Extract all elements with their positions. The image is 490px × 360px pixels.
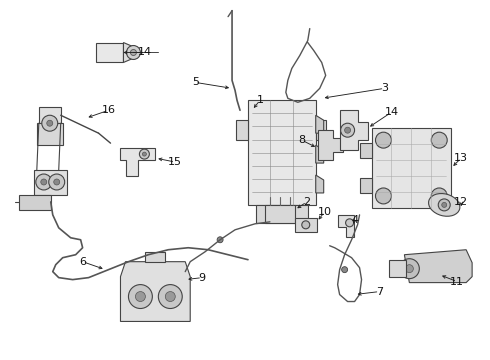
- Polygon shape: [121, 262, 190, 321]
- Circle shape: [341, 123, 355, 137]
- Text: 13: 13: [454, 153, 468, 163]
- Circle shape: [302, 221, 310, 229]
- Text: 14: 14: [138, 48, 152, 58]
- Polygon shape: [316, 120, 326, 140]
- Circle shape: [375, 132, 392, 148]
- Circle shape: [375, 188, 392, 204]
- Text: 12: 12: [454, 197, 468, 207]
- Circle shape: [41, 179, 47, 185]
- Polygon shape: [318, 130, 343, 160]
- Text: 8: 8: [298, 135, 305, 145]
- Polygon shape: [123, 42, 137, 62]
- Polygon shape: [248, 100, 316, 205]
- Text: 10: 10: [318, 207, 332, 217]
- Polygon shape: [236, 120, 248, 140]
- Circle shape: [143, 152, 147, 156]
- Polygon shape: [340, 110, 368, 150]
- Polygon shape: [316, 115, 324, 133]
- Text: 11: 11: [450, 276, 464, 287]
- Circle shape: [165, 292, 175, 302]
- Circle shape: [47, 120, 53, 126]
- Polygon shape: [295, 218, 317, 232]
- Circle shape: [345, 219, 354, 227]
- Polygon shape: [34, 170, 67, 195]
- Text: 14: 14: [384, 107, 398, 117]
- Polygon shape: [360, 143, 371, 158]
- Polygon shape: [37, 123, 63, 145]
- Text: 2: 2: [303, 197, 310, 207]
- Circle shape: [54, 179, 60, 185]
- Circle shape: [36, 174, 52, 190]
- Text: 6: 6: [79, 257, 86, 267]
- Circle shape: [431, 132, 447, 148]
- Text: 9: 9: [198, 273, 206, 283]
- Polygon shape: [371, 128, 451, 208]
- Polygon shape: [316, 175, 324, 193]
- Ellipse shape: [429, 194, 460, 216]
- Circle shape: [140, 149, 149, 159]
- Polygon shape: [316, 145, 324, 163]
- Circle shape: [135, 292, 146, 302]
- Polygon shape: [404, 250, 472, 283]
- Circle shape: [344, 127, 350, 133]
- Circle shape: [128, 285, 152, 309]
- Circle shape: [158, 285, 182, 309]
- Text: 1: 1: [256, 95, 264, 105]
- Text: 4: 4: [351, 215, 358, 225]
- Polygon shape: [265, 205, 295, 223]
- Polygon shape: [96, 42, 123, 62]
- Circle shape: [438, 199, 450, 211]
- Circle shape: [405, 265, 414, 273]
- Circle shape: [442, 202, 447, 207]
- Polygon shape: [39, 107, 61, 123]
- Text: 16: 16: [101, 105, 116, 115]
- Circle shape: [217, 237, 223, 243]
- Circle shape: [145, 266, 152, 274]
- Polygon shape: [360, 178, 371, 193]
- Text: 7: 7: [376, 287, 383, 297]
- Polygon shape: [121, 148, 155, 176]
- Text: 3: 3: [381, 84, 388, 93]
- Circle shape: [399, 259, 419, 279]
- Text: 15: 15: [168, 157, 182, 167]
- Circle shape: [431, 188, 447, 204]
- Polygon shape: [338, 215, 354, 237]
- Circle shape: [126, 45, 141, 59]
- Polygon shape: [390, 260, 406, 276]
- Polygon shape: [256, 205, 308, 223]
- Circle shape: [130, 50, 136, 55]
- Circle shape: [342, 267, 347, 273]
- Text: 5: 5: [192, 77, 198, 87]
- Polygon shape: [19, 195, 51, 210]
- Circle shape: [49, 174, 65, 190]
- Polygon shape: [146, 252, 165, 262]
- Circle shape: [42, 115, 58, 131]
